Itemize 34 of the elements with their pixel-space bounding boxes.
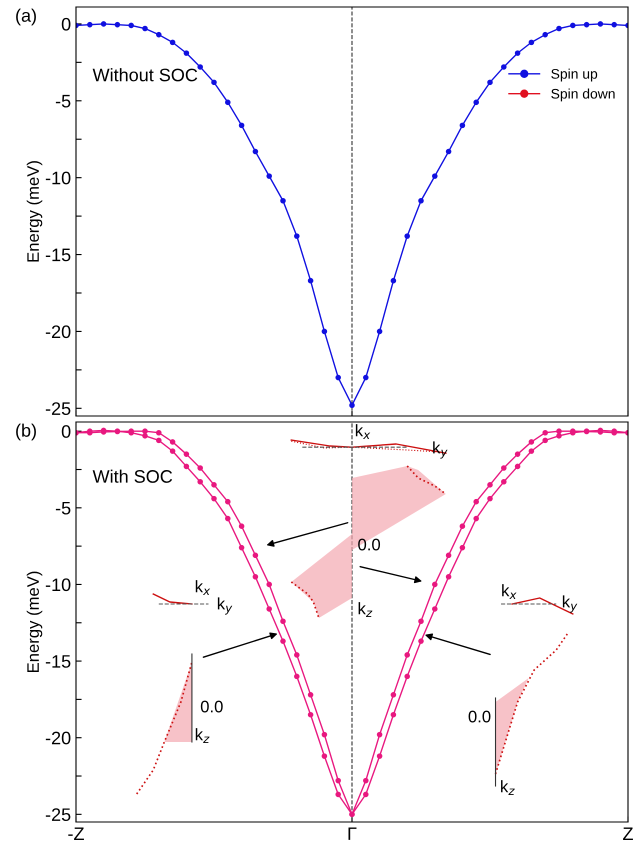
x-tick-label: -Z [68, 828, 84, 840]
x-tick-label: Z [623, 828, 633, 840]
annotation: k$_{z}$ [358, 602, 372, 617]
annotation: k$_{x}$ [356, 424, 370, 439]
y-tick-label: -25 [46, 808, 70, 822]
y-tick-label: -10 [46, 578, 70, 592]
text: (a) [16, 8, 36, 26]
y-tick-label: -20 [46, 732, 70, 744]
y-tick-label: -25 [46, 402, 70, 416]
y-tick-label: 0 [62, 18, 70, 31]
y-tick-label: -15 [46, 248, 70, 262]
y-tick-label: -5 [56, 502, 70, 515]
y-tick-label: -20 [46, 325, 70, 338]
y-tick-label: -15 [46, 655, 70, 668]
annotation: k$_{y}$ [562, 595, 578, 613]
annotation: With SOC [92, 470, 172, 483]
y-tick-label: -5 [56, 94, 70, 108]
annotation: 0.0 [358, 538, 380, 550]
annotation: k$_{z}$ [196, 728, 210, 743]
annotation: k$_{x}$ [502, 584, 517, 599]
y-axis-title: Energy (meV) [26, 161, 42, 262]
legend-label: Spin down [551, 88, 615, 102]
y-axis-title: Energy (meV) [26, 572, 42, 672]
x-tick-label: Γ [348, 828, 356, 840]
annotation: k$_{x}$ [196, 580, 210, 595]
legend-label: Spin up [551, 68, 598, 82]
annotation: k$_{z}$ [501, 780, 515, 795]
text: (b) [16, 424, 36, 440]
annotation: k$_{y}$ [218, 597, 232, 615]
annotation: 0.0 [468, 710, 490, 722]
annotation: Without SOC [92, 68, 198, 82]
annotation: 0.0 [200, 700, 223, 712]
y-tick-label: -10 [46, 172, 70, 184]
y-tick-label: 0 [62, 425, 70, 438]
